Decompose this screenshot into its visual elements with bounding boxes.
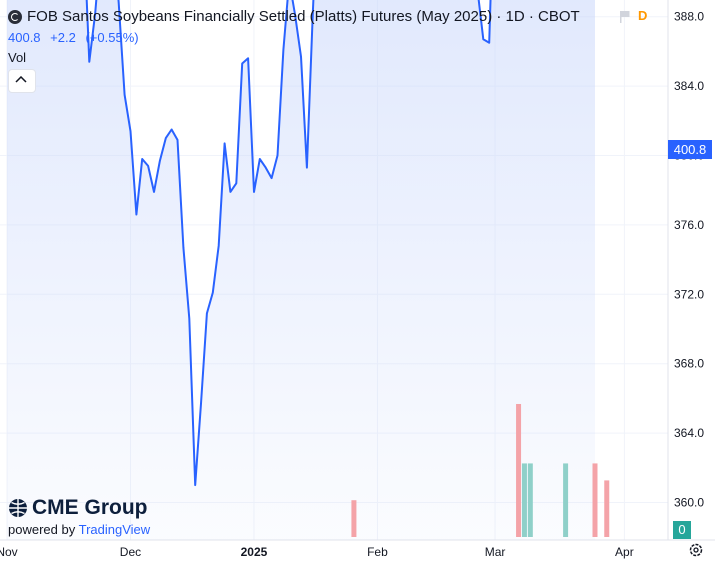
last-price-badge: 400.8 <box>668 140 712 159</box>
price-point <box>488 42 490 44</box>
price-point <box>241 62 243 65</box>
price-point <box>147 165 149 167</box>
collapse-legend-button[interactable] <box>8 69 36 93</box>
x-tick-label: Apr <box>615 545 634 559</box>
x-tick-label: Nov <box>0 545 18 559</box>
price-change-pct: (+0.55%) <box>85 30 139 45</box>
price-point <box>159 160 161 162</box>
price-point <box>482 38 484 40</box>
collapse-chevron-icon <box>15 76 27 83</box>
price-point <box>276 154 279 157</box>
volume-badge: 0 <box>673 521 691 539</box>
powered-by: powered by TradingView <box>8 522 151 537</box>
volume-bar <box>604 480 610 537</box>
y-tick-label: 360.0 <box>674 496 704 510</box>
price-point <box>194 484 196 486</box>
volume-bar <box>521 463 527 537</box>
price-point <box>235 182 237 184</box>
price-point <box>135 213 137 216</box>
price-point <box>218 245 220 247</box>
price-point <box>129 130 132 132</box>
volume-legend: Vol <box>8 50 26 65</box>
symbol-logo-icon[interactable] <box>8 9 22 24</box>
x-tick-label: 2025 <box>241 545 268 559</box>
price-point <box>182 246 184 249</box>
cme-globe-icon <box>9 499 27 517</box>
price-point <box>253 191 255 193</box>
volume-bar <box>527 463 533 537</box>
price-point <box>247 57 249 59</box>
price-point <box>171 128 173 131</box>
price-point <box>312 12 314 14</box>
price-point <box>94 12 96 14</box>
price-point <box>306 167 308 169</box>
x-tick-label: Mar <box>485 545 506 559</box>
price-point <box>294 14 296 16</box>
dividend-badge[interactable]: D <box>638 8 648 23</box>
price-point <box>165 137 167 139</box>
price-point <box>153 191 155 193</box>
price-point <box>188 317 190 320</box>
price-point <box>124 94 126 96</box>
price-point <box>300 56 302 58</box>
cme-logo[interactable]: CME Group powered by TradingView <box>8 496 150 537</box>
chart-header: FOB Santos Soybeans Financially Settled … <box>8 8 580 25</box>
price-point <box>141 158 143 160</box>
flag-icon[interactable] <box>620 11 630 23</box>
price-area-fill <box>7 0 595 540</box>
gear-icon[interactable] <box>688 542 704 558</box>
y-tick-label: 384.0 <box>674 79 704 93</box>
price-point <box>118 2 120 4</box>
price-point <box>265 167 267 169</box>
price-point <box>200 403 202 405</box>
price-point <box>229 191 232 193</box>
y-tick-label: 376.0 <box>674 218 704 232</box>
price-change: +2.2 <box>50 30 76 45</box>
price-point <box>88 61 90 63</box>
last-price: 400.8 <box>8 30 41 45</box>
x-tick-label: Feb <box>367 545 388 559</box>
y-tick-label: 368.0 <box>674 357 704 371</box>
y-tick-label: 388.0 <box>674 10 704 24</box>
price-point <box>271 177 273 179</box>
provider-name[interactable]: TradingView <box>78 522 151 537</box>
volume-label: Vol <box>8 50 27 65</box>
y-tick-label: 364.0 <box>674 426 704 440</box>
volume-bar <box>351 500 357 537</box>
price-point <box>259 158 261 160</box>
volume-bar <box>563 463 569 537</box>
volume-bar <box>516 403 522 537</box>
volume-bar <box>592 463 598 537</box>
price-point <box>206 312 208 314</box>
x-tick-label: Dec <box>120 545 141 559</box>
price-point <box>212 291 214 294</box>
logo-name: CME Group <box>32 496 148 519</box>
chart-title[interactable]: FOB Santos Soybeans Financially Settled … <box>27 8 580 25</box>
price-point <box>176 139 179 141</box>
price-point <box>223 142 226 144</box>
price-point <box>282 49 284 51</box>
price-legend: 400.8 +2.2 (+0.55%) <box>8 30 145 45</box>
y-tick-label: 372.0 <box>674 287 704 301</box>
